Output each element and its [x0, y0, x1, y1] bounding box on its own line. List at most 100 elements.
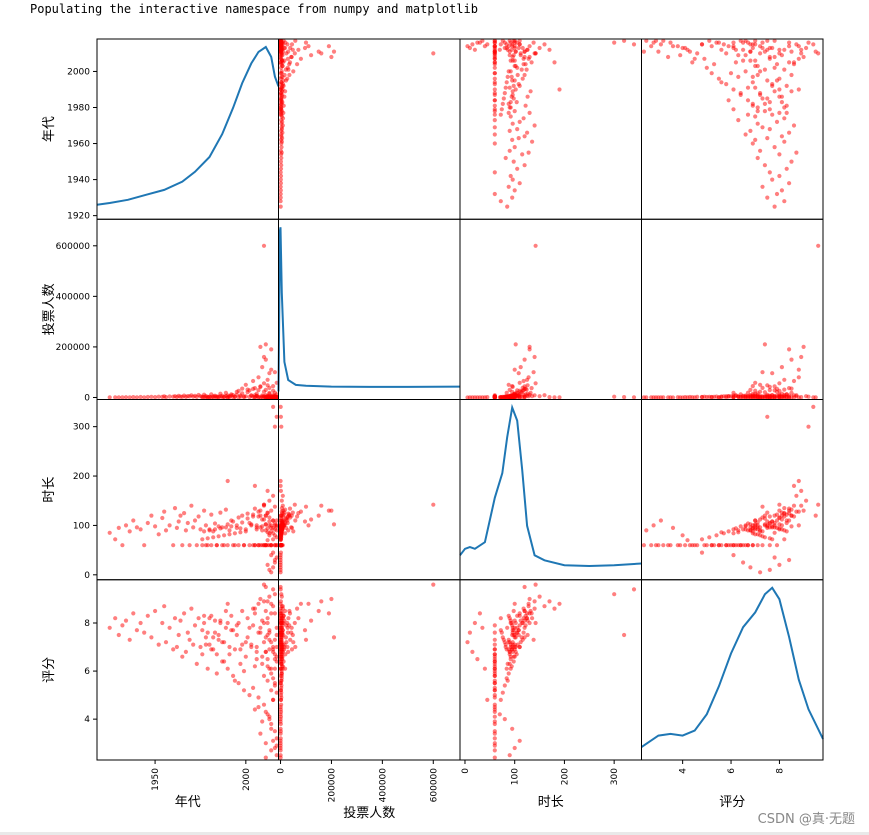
- scatter-point-时长-vs-年代-61: [194, 543, 199, 548]
- scatter-point-时长-vs-年代-55: [183, 528, 188, 533]
- scatter-point-年代-vs-评分-42: [789, 159, 794, 164]
- scatter-point-年代-vs-评分-133: [770, 83, 775, 88]
- scatter-point-评分-vs-时长-58: [532, 606, 537, 611]
- scatter-point-年代-vs-评分-27: [760, 40, 765, 45]
- scatter-point-时长-vs-年代-115: [261, 517, 267, 522]
- scatter-point-时长-vs-投票人数-13: [309, 517, 314, 522]
- scatter-point-年代-vs-时长-122: [513, 63, 518, 69]
- scatter-point-投票人数-vs-时长-159: [537, 394, 542, 399]
- scatter-point-年代-vs-时长-156: [482, 44, 487, 49]
- scatter-point-投票人数-vs-评分-117: [666, 395, 671, 400]
- scatter-point-年代-vs-时长-138: [492, 92, 497, 97]
- scatter-point-评分-vs-年代-135: [225, 666, 230, 671]
- scatter-point-投票人数-vs-年代-123: [247, 394, 252, 400]
- scatter-point-时长-vs-年代-56: [185, 520, 190, 526]
- scatter-point-投票人数-vs-时长-16: [507, 387, 512, 392]
- scatter-point-评分-vs-年代-51: [176, 632, 181, 638]
- scatter-point-年代-vs-投票人数-46: [278, 148, 283, 153]
- page-bottom-rule: [0, 832, 869, 835]
- scatter-point-评分-vs-时长-57: [492, 637, 497, 642]
- scatter-point-评分-vs-年代-115: [261, 640, 267, 645]
- scatter-point-投票人数-vs-时长-124: [519, 390, 524, 395]
- scatter-point-时长-vs-年代-124: [245, 516, 250, 521]
- scatter-point-时长-vs-投票人数-25: [289, 525, 295, 531]
- scatter-point-时长-vs-评分-126: [709, 543, 714, 548]
- scatter-point-评分-vs-投票人数-118: [285, 630, 290, 635]
- scatter-point-时长-vs-年代-128: [238, 530, 243, 535]
- scatter-point-评分-vs-年代-175: [267, 717, 272, 722]
- scatter-point-投票人数-vs-评分-177: [641, 395, 647, 400]
- scatter-point-时长-vs-评分-172: [651, 523, 656, 528]
- scatter-point-投票人数-vs-年代-41: [149, 394, 154, 399]
- scatter-point-时长-vs-投票人数-21: [302, 519, 308, 524]
- scatter-point-评分-vs-年代-18: [265, 657, 270, 662]
- scatter-point-投票人数-vs-时长-21: [516, 371, 521, 376]
- scatter-point-投票人数-vs-评分-21: [770, 371, 775, 376]
- scatter-point-评分-vs-年代-140: [216, 637, 221, 642]
- scatter-point-评分-vs-时长-24: [485, 697, 490, 703]
- scatter-point-年代-vs-时长-79: [520, 76, 525, 81]
- scatter-point-时长-vs-年代-167: [265, 488, 270, 493]
- scatter-point-年代-vs-时长-161: [533, 51, 538, 56]
- scatter-point-评分-vs-时长-154: [475, 657, 480, 662]
- scatter-point-时长-vs-评分-34: [779, 523, 785, 528]
- scatter-point-年代-vs-投票人数-47: [279, 145, 284, 150]
- scatter-point-时长-vs-评分-39: [767, 543, 772, 548]
- scatter-point-评分-vs-投票人数-166: [278, 606, 283, 611]
- csdn-watermark: CSDN @真·无题: [757, 812, 855, 827]
- scatter-point-时长-vs-评分-125: [743, 527, 748, 532]
- scatter-point-评分-vs-时长-156: [482, 666, 487, 671]
- scatter-point-时长-vs-年代-134: [227, 532, 232, 537]
- scatter-point-时长-vs-投票人数-164: [279, 424, 284, 429]
- scatter-point-投票人数-vs-评分-13: [779, 365, 785, 370]
- scatter-point-时长-vs-年代-171: [274, 528, 279, 533]
- scatter-point-年代-vs-时长-165: [557, 87, 562, 92]
- scatter-point-评分-vs-时长-82: [524, 616, 529, 621]
- scatter-point-年代-vs-投票人数-123: [278, 65, 284, 70]
- scatter-point-投票人数-vs-年代-19: [265, 377, 270, 382]
- scatter-point-评分-vs-年代-171: [274, 753, 279, 758]
- scatter-point-评分-vs-年代-27: [272, 637, 277, 642]
- scatter-point-时长-vs-评分-15: [799, 503, 804, 508]
- scatter-point-投票人数-vs-评分-91: [777, 381, 782, 386]
- scatter-point-投票人数-vs-时长-13: [518, 365, 523, 370]
- scatter-point-投票人数-vs-评分-152: [758, 395, 763, 400]
- scatter-point-年代-vs-评分-137: [758, 91, 763, 96]
- scatter-point-年代-vs-时长-35: [506, 184, 511, 189]
- scatter-point-时长-vs-评分-85: [787, 506, 792, 511]
- scatter-point-时长-vs-评分-89: [743, 524, 748, 529]
- scatter-point-时长-vs-年代-45: [162, 509, 167, 514]
- scatter-point-评分-vs-年代-92: [263, 649, 268, 655]
- scatter-point-时长-vs-评分-164: [806, 424, 811, 429]
- scatter-point-评分-vs-年代-52: [178, 618, 183, 623]
- scatter-point-年代-vs-评分-31: [782, 199, 787, 204]
- scatter-point-年代-vs-评分-115: [758, 51, 763, 56]
- scatter-point-评分-vs-投票人数-177: [278, 755, 283, 760]
- scatter-point-投票人数-vs-时长-160: [542, 393, 547, 398]
- xtick-label-年代-1950: 1950: [151, 768, 161, 791]
- scatter-point-时长-vs-年代-163: [271, 404, 276, 409]
- scatter-point-评分-vs-年代-49: [172, 616, 178, 621]
- scatter-point-年代-vs-评分-123: [704, 65, 709, 70]
- scatter-point-年代-vs-评分-150: [777, 47, 782, 52]
- scatter-point-评分-vs-时长-33: [492, 623, 497, 628]
- scatter-point-年代-vs-评分-44: [777, 152, 782, 157]
- scatter-point-评分-vs-时长-138: [492, 659, 497, 664]
- scatter-point-投票人数-vs-年代-40: [145, 394, 150, 400]
- scatter-point-时长-vs-年代-162: [274, 414, 279, 419]
- scatter-point-投票人数-vs-评分-103: [745, 390, 751, 395]
- scatter-point-投票人数-vs-评分-173: [658, 395, 664, 400]
- scatter-point-评分-vs-年代-149: [200, 628, 205, 633]
- scatter-point-评分-vs-时长-135: [492, 666, 497, 671]
- scatter-point-年代-vs-评分-15: [799, 51, 804, 56]
- scatter-point-评分-vs-投票人数-132: [278, 673, 283, 679]
- scatter-point-投票人数-vs-年代-97: [267, 385, 272, 390]
- scatter-point-评分-vs-时长-141: [492, 652, 497, 657]
- scatter-point-时长-vs-年代-168: [258, 508, 263, 513]
- scatter-point-时长-vs-评分-107: [707, 535, 712, 540]
- scatter-point-评分-vs-年代-59: [191, 642, 196, 647]
- scatter-point-评分-vs-年代-150: [265, 620, 270, 626]
- panel-frame-0-2: [459, 38, 642, 220]
- scatter-point-年代-vs-时长-174: [510, 44, 515, 49]
- scatter-point-投票人数-vs-年代-35: [127, 395, 132, 400]
